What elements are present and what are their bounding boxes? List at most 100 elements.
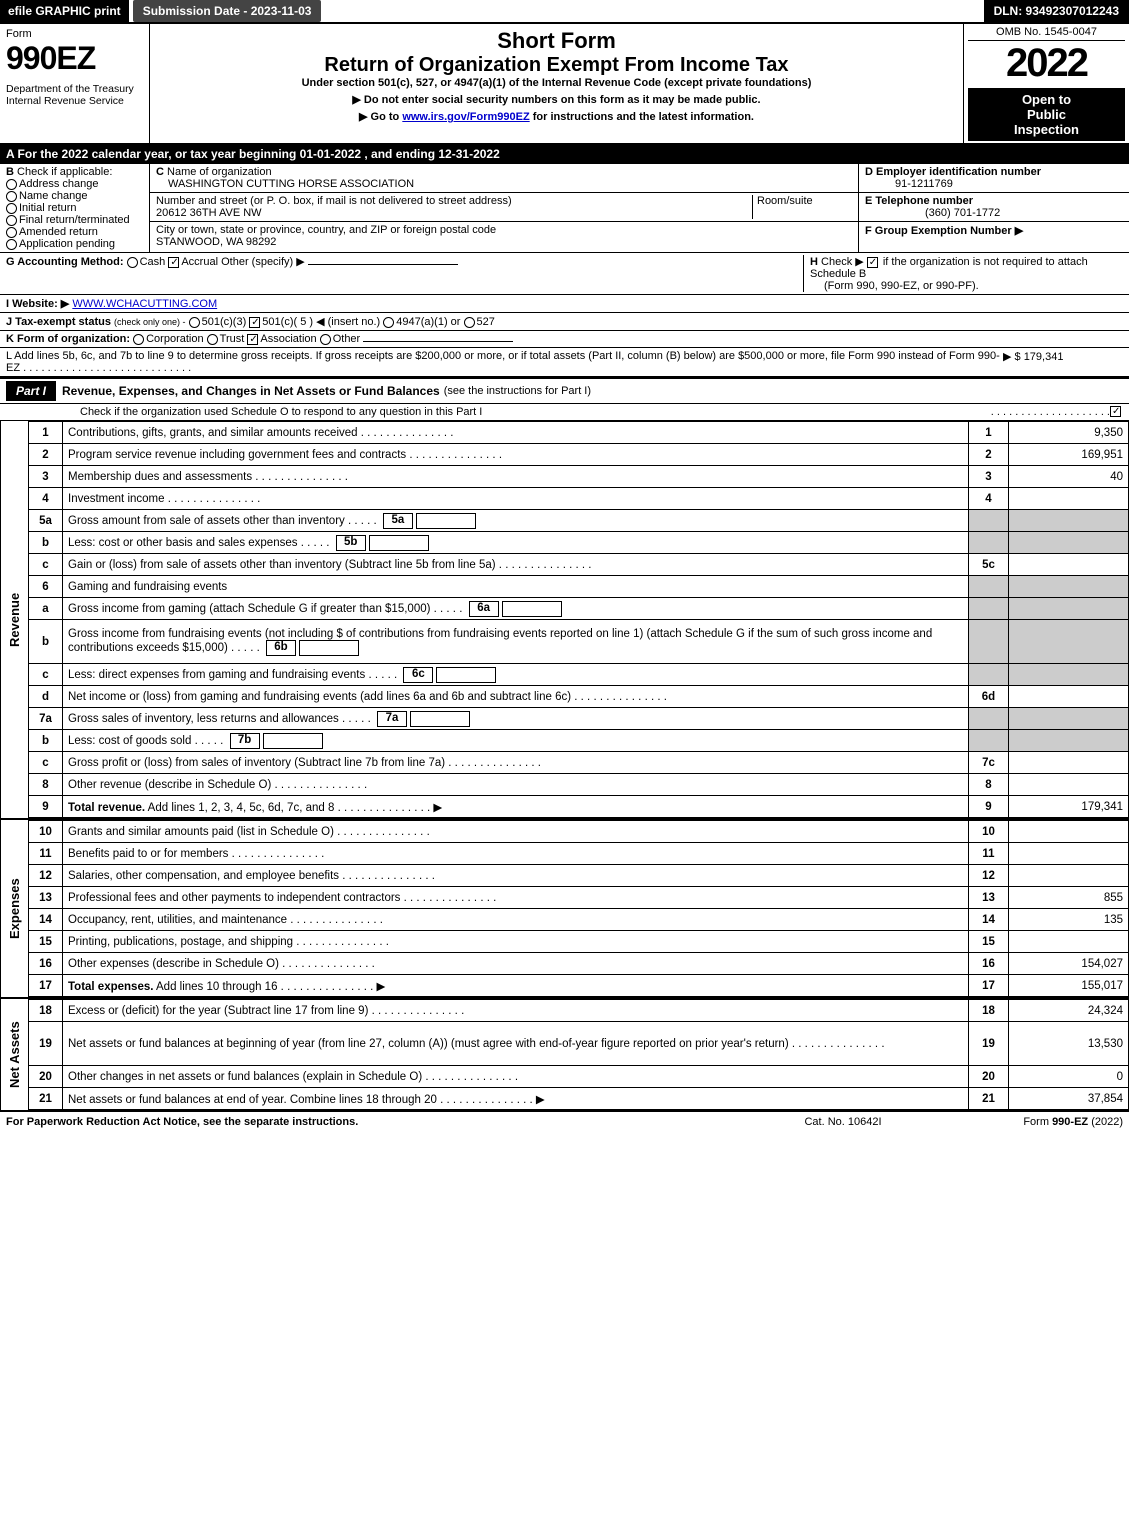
chk-association[interactable] xyxy=(247,334,258,345)
line-ref: 1 xyxy=(969,422,1009,444)
h-text3: (Form 990, 990-EZ, or 990-PF). xyxy=(810,280,979,292)
chk-schedule-b[interactable] xyxy=(867,257,878,268)
chk-4947[interactable] xyxy=(383,317,394,328)
line-description: Program service revenue including govern… xyxy=(63,444,969,466)
line-number: 11 xyxy=(29,843,63,865)
chk-cash[interactable] xyxy=(127,257,138,268)
row-k-formorg: K Form of organization: Corporation Trus… xyxy=(0,331,1129,348)
chk-application-pending[interactable] xyxy=(6,239,17,250)
chk-other-org[interactable] xyxy=(320,334,331,345)
line-amount: 24,324 xyxy=(1009,1000,1129,1022)
short-form-title: Short Form xyxy=(158,28,955,54)
line-description: Benefits paid to or for members . . . . … xyxy=(63,843,969,865)
goto-note: ▶ Go to www.irs.gov/Form990EZ for instru… xyxy=(158,110,955,123)
chk-corporation[interactable] xyxy=(133,334,144,345)
line-ref: 20 xyxy=(969,1066,1009,1088)
line-number: 1 xyxy=(29,422,63,444)
chk-schedule-o[interactable] xyxy=(1110,406,1121,417)
ssn-warning: ▶ Do not enter social security numbers o… xyxy=(158,93,955,106)
c-label: C xyxy=(156,166,164,178)
org-name: WASHINGTON CUTTING HORSE ASSOCIATION xyxy=(156,178,414,190)
netassets-grid: Net Assets 18Excess or (deficit) for the… xyxy=(0,997,1129,1110)
chk-amended[interactable] xyxy=(6,227,17,238)
chk-accrual[interactable] xyxy=(168,257,179,268)
row-a-tax-year: A For the 2022 calendar year, or tax yea… xyxy=(0,145,1129,164)
part1-sub: (see the instructions for Part I) xyxy=(444,385,591,397)
line-description: Less: direct expenses from gaming and fu… xyxy=(63,664,969,686)
chk-initial-return[interactable] xyxy=(6,203,17,214)
chk-name-change[interactable] xyxy=(6,191,17,202)
chk-527[interactable] xyxy=(464,317,475,328)
line-description: Total expenses. Add lines 10 through 16 … xyxy=(63,975,969,997)
line-amount: 179,341 xyxy=(1009,796,1129,818)
line-amount: 855 xyxy=(1009,887,1129,909)
line-description: Other revenue (describe in Schedule O) .… xyxy=(63,774,969,796)
line-number: 18 xyxy=(29,1000,63,1022)
line-amount xyxy=(1009,752,1129,774)
line-description: Less: cost or other basis and sales expe… xyxy=(63,532,969,554)
chk-trust[interactable] xyxy=(207,334,218,345)
line-ref: 15 xyxy=(969,931,1009,953)
expenses-grid: Expenses 10Grants and similar amounts pa… xyxy=(0,818,1129,997)
line-amount xyxy=(1009,488,1129,510)
line-number: 2 xyxy=(29,444,63,466)
top-bar: efile GRAPHIC print Submission Date - 20… xyxy=(0,0,1129,24)
line-number: b xyxy=(29,620,63,664)
line-number: 5a xyxy=(29,510,63,532)
line-description: Contributions, gifts, grants, and simila… xyxy=(63,422,969,444)
line-number: 13 xyxy=(29,887,63,909)
line-amount: 155,017 xyxy=(1009,975,1129,997)
irs-link[interactable]: www.irs.gov/Form990EZ xyxy=(402,111,529,123)
line-ref xyxy=(969,620,1009,664)
line-ref: 10 xyxy=(969,821,1009,843)
dept-treasury: Department of the Treasury xyxy=(6,83,143,95)
revenue-side-label: Revenue xyxy=(0,421,28,818)
line-number: b xyxy=(29,730,63,752)
line-ref xyxy=(969,576,1009,598)
line-amount xyxy=(1009,576,1129,598)
line-ref xyxy=(969,730,1009,752)
k-trust: Trust xyxy=(220,333,245,345)
line-number: 19 xyxy=(29,1022,63,1066)
netassets-side-label: Net Assets xyxy=(0,999,28,1110)
return-title: Return of Organization Exempt From Incom… xyxy=(158,54,955,77)
line-ref xyxy=(969,664,1009,686)
line-number: 15 xyxy=(29,931,63,953)
line-number: 12 xyxy=(29,865,63,887)
line-number: 8 xyxy=(29,774,63,796)
chk-final-return[interactable] xyxy=(6,215,17,226)
part1-header: Part I Revenue, Expenses, and Changes in… xyxy=(0,377,1129,404)
org-city: STANWOOD, WA 98292 xyxy=(156,236,276,248)
chk-501c[interactable] xyxy=(249,317,260,328)
c-name-label: Name of organization xyxy=(167,166,272,178)
e-label: E Telephone number xyxy=(865,195,973,207)
line-number: 10 xyxy=(29,821,63,843)
line-amount xyxy=(1009,843,1129,865)
line-amount xyxy=(1009,554,1129,576)
efile-badge[interactable]: efile GRAPHIC print xyxy=(0,0,129,22)
chk-501c3[interactable] xyxy=(189,317,200,328)
website-link[interactable]: WWW.WCHACUTTING.COM xyxy=(72,298,217,310)
revenue-table: 1Contributions, gifts, grants, and simil… xyxy=(28,421,1129,818)
revenue-grid: Revenue 1Contributions, gifts, grants, a… xyxy=(0,421,1129,818)
line-number: 17 xyxy=(29,975,63,997)
line-amount xyxy=(1009,730,1129,752)
line-amount xyxy=(1009,510,1129,532)
row-l-gross: L Add lines 5b, 6c, and 7b to line 9 to … xyxy=(0,348,1129,377)
room-label: Room/suite xyxy=(757,195,813,207)
line-description: Gross amount from sale of assets other t… xyxy=(63,510,969,532)
footer-form-year: (2022) xyxy=(1088,1116,1123,1128)
j-label: J Tax-exempt status xyxy=(6,316,111,328)
k-corp: Corporation xyxy=(146,333,203,345)
open-line3: Inspection xyxy=(970,122,1123,137)
chk-address-change[interactable] xyxy=(6,179,17,190)
line-amount xyxy=(1009,598,1129,620)
footer-form-num: 990-EZ xyxy=(1052,1116,1088,1128)
opt-address-change: Address change xyxy=(19,178,99,190)
opt-amended: Amended return xyxy=(19,226,98,238)
line-description: Occupancy, rent, utilities, and maintena… xyxy=(63,909,969,931)
k-label: K Form of organization: xyxy=(6,333,130,345)
tax-year: 2022 xyxy=(968,41,1125,86)
line-description: Salaries, other compensation, and employ… xyxy=(63,865,969,887)
line-ref xyxy=(969,532,1009,554)
